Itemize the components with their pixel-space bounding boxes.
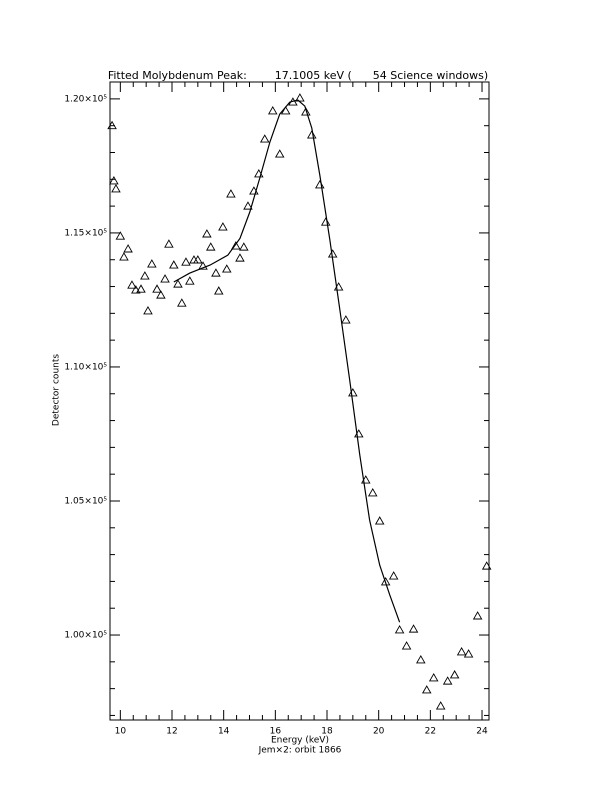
data-point bbox=[280, 106, 291, 115]
data-point bbox=[421, 685, 432, 694]
y-tick-label: 1.15×10⁵ bbox=[64, 228, 107, 238]
data-point bbox=[185, 276, 195, 285]
y-tick-label: 1.20×10⁵ bbox=[64, 94, 107, 104]
data-point bbox=[306, 130, 317, 139]
data-point bbox=[115, 231, 126, 240]
x-axis-label: Energy (keV) bbox=[271, 736, 329, 746]
y-tick-label: 1.00×10⁵ bbox=[64, 631, 107, 641]
data-point bbox=[119, 252, 129, 261]
data-point bbox=[243, 201, 253, 210]
data-point bbox=[380, 577, 391, 586]
data-point bbox=[109, 176, 119, 185]
data-point bbox=[177, 298, 187, 307]
data-point bbox=[160, 274, 170, 283]
data-point bbox=[235, 253, 245, 262]
data-point bbox=[388, 571, 399, 580]
x-tick-label: 10 bbox=[115, 727, 127, 737]
x-tick-label: 16 bbox=[270, 727, 282, 737]
data-point bbox=[401, 641, 412, 650]
data-point bbox=[131, 285, 141, 294]
data-point bbox=[481, 561, 492, 570]
data-point bbox=[428, 673, 439, 682]
data-point bbox=[320, 217, 331, 226]
data-point bbox=[394, 625, 405, 634]
data-point bbox=[123, 244, 133, 253]
y-tick-label: 1.05×10⁵ bbox=[64, 496, 107, 506]
data-point bbox=[213, 286, 224, 295]
data-point bbox=[472, 611, 483, 620]
data-point bbox=[211, 268, 221, 277]
data-point bbox=[416, 655, 426, 664]
data-point bbox=[127, 280, 137, 289]
data-point bbox=[156, 290, 166, 299]
data-point bbox=[221, 264, 232, 273]
data-point bbox=[198, 261, 208, 270]
data-point bbox=[408, 624, 419, 633]
data-point bbox=[218, 222, 228, 231]
data-point bbox=[435, 701, 446, 710]
fit-line bbox=[173, 99, 401, 623]
y-axis-label: Detector counts bbox=[52, 354, 62, 426]
data-point bbox=[341, 315, 351, 324]
data-point bbox=[239, 242, 249, 251]
x-tick-label: 24 bbox=[476, 727, 488, 737]
data-point bbox=[111, 184, 121, 193]
data-point bbox=[193, 255, 203, 264]
data-point bbox=[374, 516, 385, 525]
data-point bbox=[463, 649, 474, 658]
data-point bbox=[442, 676, 453, 685]
data-point bbox=[147, 259, 157, 268]
data-point bbox=[456, 647, 467, 656]
chart-title: Fitted Molybdenum Peak: 17.1005 keV ( 54… bbox=[108, 69, 488, 82]
x-tick-label: 14 bbox=[218, 727, 230, 737]
data-point bbox=[202, 229, 212, 238]
x-tick-label: 20 bbox=[373, 727, 385, 737]
data-point bbox=[301, 107, 311, 116]
x-tick-label: 18 bbox=[321, 727, 333, 737]
data-point bbox=[143, 306, 153, 315]
x-tick-label: 22 bbox=[425, 727, 436, 737]
y-tick-label: 1.10×10⁵ bbox=[64, 362, 107, 372]
data-point bbox=[267, 106, 278, 115]
data-point bbox=[164, 239, 174, 248]
plot-frame bbox=[109, 81, 490, 721]
subtitle: Jem×2: orbit 1866 bbox=[258, 746, 342, 756]
data-point bbox=[449, 670, 460, 679]
data-point bbox=[152, 284, 162, 293]
data-point bbox=[205, 242, 216, 251]
data-point bbox=[367, 488, 378, 497]
data-point bbox=[274, 149, 285, 158]
data-point bbox=[259, 134, 270, 143]
data-point bbox=[169, 260, 179, 269]
data-point bbox=[136, 284, 146, 293]
data-point bbox=[140, 271, 150, 280]
data-point bbox=[226, 189, 236, 198]
data-point bbox=[231, 241, 241, 250]
x-tick-label: 12 bbox=[166, 727, 177, 737]
data-point bbox=[181, 257, 191, 266]
data-point bbox=[107, 120, 117, 130]
data-point bbox=[173, 279, 183, 288]
